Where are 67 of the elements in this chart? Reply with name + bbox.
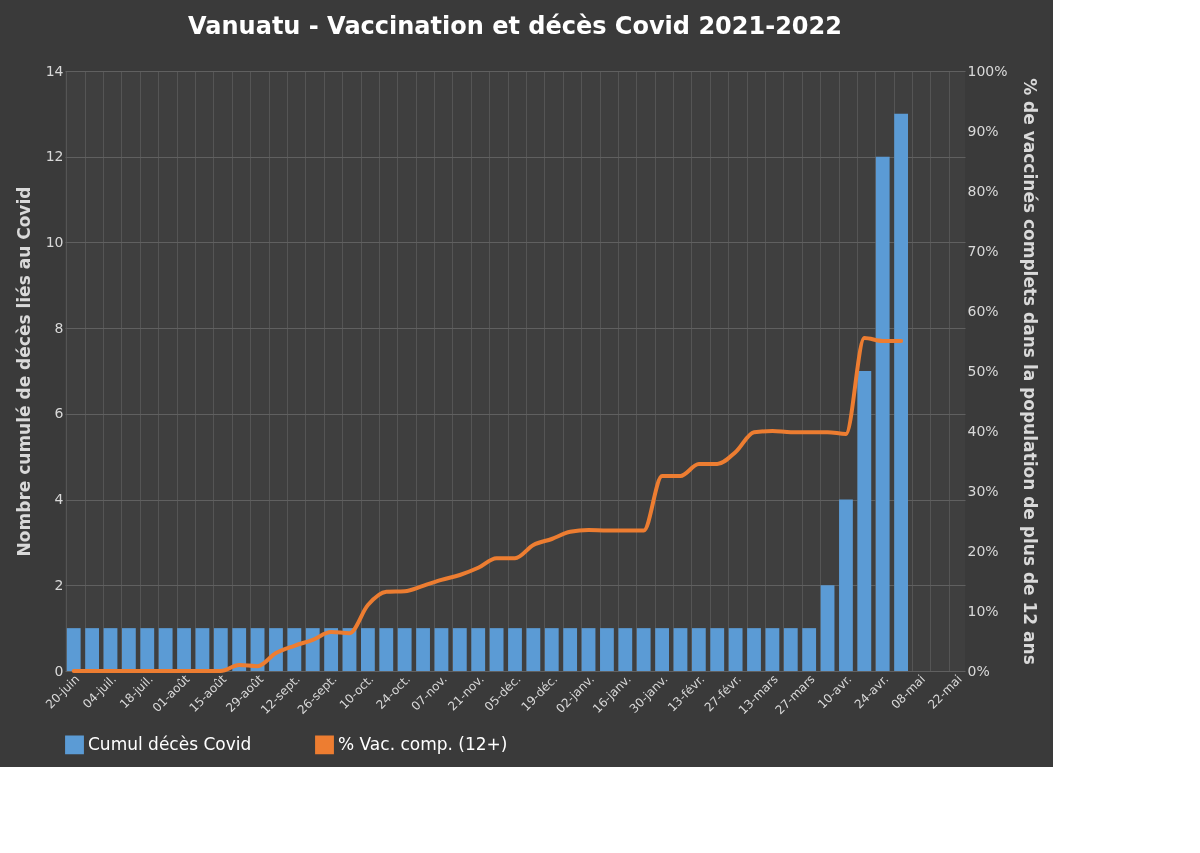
y-tick-label: 10 <box>45 233 64 250</box>
bar <box>820 585 835 671</box>
bar <box>710 628 725 671</box>
bar <box>158 628 173 671</box>
bar <box>600 628 614 671</box>
legend-label: Cumul décès Covid <box>88 733 252 754</box>
bar <box>287 628 302 671</box>
bar <box>544 628 559 671</box>
bar <box>581 628 596 671</box>
bar <box>471 628 486 671</box>
y-tick-label: 12 <box>45 148 64 165</box>
legend-label: % Vac. comp. (12+) <box>338 733 508 754</box>
bar <box>140 628 155 671</box>
y2-tick-label: 10% <box>967 602 999 619</box>
y2-tick-label: 30% <box>967 482 999 499</box>
y2-tick-label: 40% <box>967 422 999 439</box>
y2-tick-label: 20% <box>967 542 999 559</box>
bar <box>361 628 375 671</box>
bar <box>103 628 118 671</box>
bar <box>655 628 669 671</box>
chart-title: Vanuatu - Vaccination et décès Covid 2021-2022 <box>188 12 842 40</box>
bar <box>508 628 522 671</box>
bar <box>452 628 467 671</box>
bar <box>857 371 872 671</box>
y2-tick-label: 90% <box>967 122 999 139</box>
y2-tick-label: 50% <box>967 362 999 379</box>
bar <box>85 628 100 671</box>
bar <box>783 628 798 671</box>
bar <box>747 628 761 671</box>
bar <box>839 499 853 671</box>
bar <box>195 628 210 671</box>
y2-tick-label: 0% <box>967 662 990 679</box>
bar <box>213 628 228 671</box>
bar <box>489 628 504 671</box>
bar <box>122 628 136 671</box>
y2-tick-label: 80% <box>967 182 999 199</box>
bar <box>636 628 651 671</box>
y-axis-title: Nombre cumulé de décès liés au Covid <box>13 186 34 557</box>
bar <box>802 628 817 671</box>
bar <box>728 628 743 671</box>
bar <box>177 628 191 671</box>
y2-tick-label: 100% <box>967 62 1008 79</box>
y-tick-label: 8 <box>54 319 64 336</box>
bar <box>673 628 688 671</box>
bar <box>416 628 430 671</box>
bar <box>526 628 541 671</box>
y-tick-label: 2 <box>54 576 64 593</box>
bar <box>324 628 339 671</box>
y2-tick-label: 70% <box>967 242 999 259</box>
bar <box>875 156 890 671</box>
y-tick-label: 4 <box>54 491 64 508</box>
y-tick-label: 14 <box>45 62 64 79</box>
line-series <box>71 336 904 673</box>
y2-tick-label: 60% <box>967 302 999 319</box>
bar <box>66 628 81 671</box>
bar <box>379 628 394 671</box>
bar <box>618 628 633 671</box>
bar <box>765 628 780 671</box>
y-tick-label: 6 <box>54 405 64 422</box>
bar <box>232 628 247 671</box>
bar <box>397 628 412 671</box>
bar <box>691 628 706 671</box>
bar <box>434 628 449 671</box>
bar <box>894 113 908 671</box>
y-tick-label: 0 <box>54 662 64 679</box>
bar <box>563 628 578 671</box>
y2-axis-title: % de vaccinés complets dans la population de plus de 12 ans <box>1019 78 1040 665</box>
